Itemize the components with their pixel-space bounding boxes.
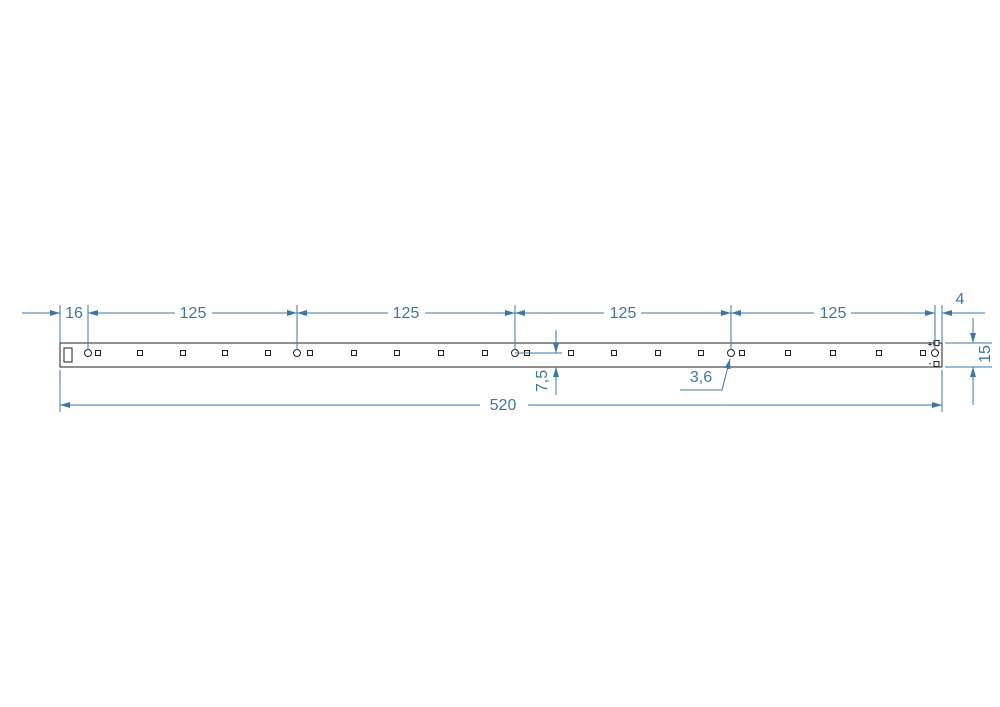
led [95,350,101,356]
led [137,350,143,356]
dim-label: 7,5 [534,370,551,392]
dim-label: 125 [180,305,207,322]
mounting-hole [84,349,92,357]
dim-label: 4 [956,291,965,308]
pad [933,361,940,367]
dim-label: 125 [820,305,847,322]
connector [63,347,73,363]
pcb-outline [59,342,943,368]
dim-label: 125 [393,305,420,322]
dim-label: 520 [490,397,517,414]
led [655,350,661,356]
strip: + - [59,339,943,368]
dim-label: 16 [65,305,83,322]
led [785,350,791,356]
led [876,350,882,356]
dimensions: 16 125 125 125 125 4 15 7,5 3,6 520 [22,291,994,414]
led [611,350,617,356]
led [438,350,444,356]
mounting-hole [293,349,301,357]
mounting-hole [931,349,939,357]
pad [933,340,940,346]
led [394,350,400,356]
led [568,350,574,356]
led [698,350,704,356]
led [920,350,926,356]
mounting-hole [727,349,735,357]
leader-line [680,358,731,391]
dim-label: 3,6 [690,369,712,386]
dim-label: 125 [610,305,637,322]
plus-label: + [927,339,932,349]
led [307,350,313,356]
led [351,350,357,356]
led [265,350,271,356]
led [482,350,488,356]
led [739,350,745,356]
minus-label: - [929,358,932,368]
led [222,350,228,356]
dim-label: 15 [977,345,994,363]
led [180,350,186,356]
led [830,350,836,356]
